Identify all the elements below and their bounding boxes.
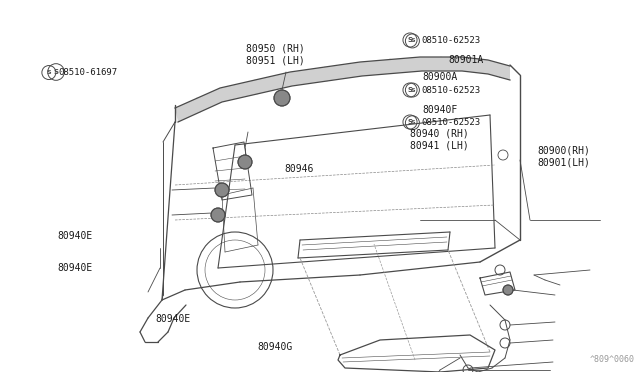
Text: 80940E: 80940E [58,263,93,273]
Text: ^809^0060: ^809^0060 [590,355,635,364]
Text: S: S [408,37,413,43]
Text: 80940E: 80940E [58,231,93,241]
Text: 80940F: 80940F [422,105,458,115]
Circle shape [238,155,252,169]
Text: S: S [410,120,415,125]
Text: S: S [410,87,415,93]
Text: 80950 (RH)
80951 (LH): 80950 (RH) 80951 (LH) [246,44,305,65]
Text: 80940 (RH)
80941 (LH): 80940 (RH) 80941 (LH) [410,129,468,150]
Polygon shape [175,57,510,122]
Text: S: S [408,119,413,125]
Text: 80940E: 80940E [155,314,191,324]
Text: 80946: 80946 [284,164,314,174]
Circle shape [503,285,513,295]
Text: 80901A: 80901A [448,55,483,65]
Circle shape [211,208,225,222]
Text: 80900A: 80900A [422,73,458,82]
Text: 80900(RH)
80901(LH): 80900(RH) 80901(LH) [538,145,591,167]
Text: 08510-62523: 08510-62523 [421,36,481,45]
Text: 08510-62523: 08510-62523 [421,118,481,127]
Text: 08510-62523: 08510-62523 [421,86,481,94]
Text: S: S [47,70,51,75]
Circle shape [274,90,290,106]
Text: S: S [54,69,58,75]
Text: S: S [408,87,413,93]
Text: 80940G: 80940G [257,341,293,352]
Circle shape [215,183,229,197]
Text: S: S [410,38,415,44]
Text: 08510-61697: 08510-61697 [58,68,117,77]
